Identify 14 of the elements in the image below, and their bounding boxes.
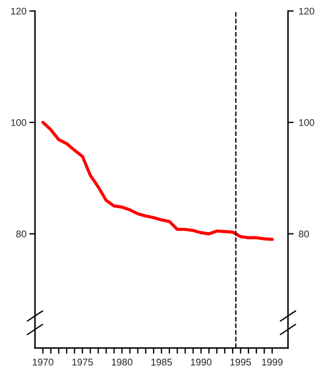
y2-tick-label: 120 xyxy=(299,8,314,15)
x-tick-label: 1970 xyxy=(32,358,54,366)
x-tick-label: 1975 xyxy=(72,358,93,366)
x-tick-label: 1995 xyxy=(230,358,251,366)
y-tick-label: 100 xyxy=(11,119,26,126)
y-tick-label: 120 xyxy=(11,8,26,15)
y-tick-label: 80 xyxy=(16,230,26,238)
line-series xyxy=(41,120,274,241)
y2-tick-label: 80 xyxy=(298,230,309,238)
x-tick-label: 1980 xyxy=(112,358,132,366)
x-tick-label: 1990 xyxy=(190,358,212,366)
x-tick-label: 1985 xyxy=(151,358,172,366)
y2-tick-label: 100 xyxy=(299,119,314,126)
x-tick-label: 1999 xyxy=(262,358,283,366)
